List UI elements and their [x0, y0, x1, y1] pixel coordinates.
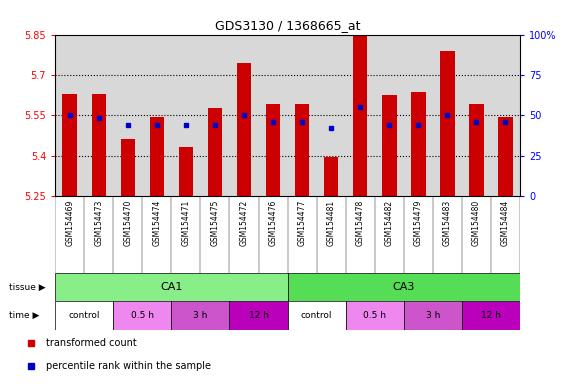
Bar: [324, 157, 338, 196]
Bar: [150, 116, 164, 196]
Text: GSM154481: GSM154481: [327, 200, 336, 246]
Bar: [498, 116, 512, 196]
Text: GSM154469: GSM154469: [65, 200, 74, 246]
Bar: [63, 94, 77, 196]
Text: CA1: CA1: [160, 282, 182, 292]
Bar: [121, 139, 135, 196]
Bar: [229, 301, 288, 330]
Text: transformed count: transformed count: [46, 338, 137, 348]
Text: GSM154480: GSM154480: [472, 200, 481, 246]
Text: 3 h: 3 h: [426, 311, 440, 320]
Text: GSM154474: GSM154474: [152, 200, 162, 246]
Text: CA3: CA3: [393, 282, 415, 292]
Bar: [288, 301, 346, 330]
Bar: [92, 94, 106, 196]
Text: tissue ▶: tissue ▶: [9, 283, 45, 291]
Text: control: control: [301, 311, 332, 320]
Bar: [208, 108, 223, 196]
Bar: [171, 301, 229, 330]
Text: percentile rank within the sample: percentile rank within the sample: [46, 361, 211, 371]
Bar: [179, 147, 193, 196]
Bar: [411, 92, 425, 196]
Bar: [113, 301, 171, 330]
Bar: [462, 301, 520, 330]
Bar: [237, 63, 251, 196]
Text: time ▶: time ▶: [9, 311, 39, 320]
Bar: [469, 104, 483, 196]
Text: 12 h: 12 h: [481, 311, 501, 320]
Bar: [353, 36, 367, 196]
Bar: [55, 301, 113, 330]
Text: GSM154477: GSM154477: [297, 200, 307, 246]
Bar: [346, 301, 404, 330]
Bar: [404, 301, 462, 330]
Text: GSM154482: GSM154482: [385, 200, 394, 246]
Text: GSM154479: GSM154479: [414, 200, 423, 246]
Text: GSM154473: GSM154473: [94, 200, 103, 246]
Text: control: control: [69, 311, 100, 320]
Text: GSM154475: GSM154475: [210, 200, 220, 246]
Text: GSM154470: GSM154470: [123, 200, 132, 246]
Text: GSM154476: GSM154476: [268, 200, 278, 246]
Bar: [440, 51, 454, 196]
Text: 12 h: 12 h: [249, 311, 268, 320]
Bar: [382, 95, 397, 196]
Title: GDS3130 / 1368665_at: GDS3130 / 1368665_at: [215, 19, 360, 32]
Bar: [295, 104, 309, 196]
Text: 0.5 h: 0.5 h: [363, 311, 386, 320]
Text: GSM154472: GSM154472: [239, 200, 249, 246]
Bar: [55, 273, 288, 301]
Bar: [288, 273, 520, 301]
Text: 3 h: 3 h: [193, 311, 207, 320]
Text: GSM154483: GSM154483: [443, 200, 452, 246]
Text: GSM154484: GSM154484: [501, 200, 510, 246]
Text: GSM154478: GSM154478: [356, 200, 365, 246]
Text: 0.5 h: 0.5 h: [131, 311, 154, 320]
Bar: [266, 104, 280, 196]
Text: GSM154471: GSM154471: [181, 200, 191, 246]
